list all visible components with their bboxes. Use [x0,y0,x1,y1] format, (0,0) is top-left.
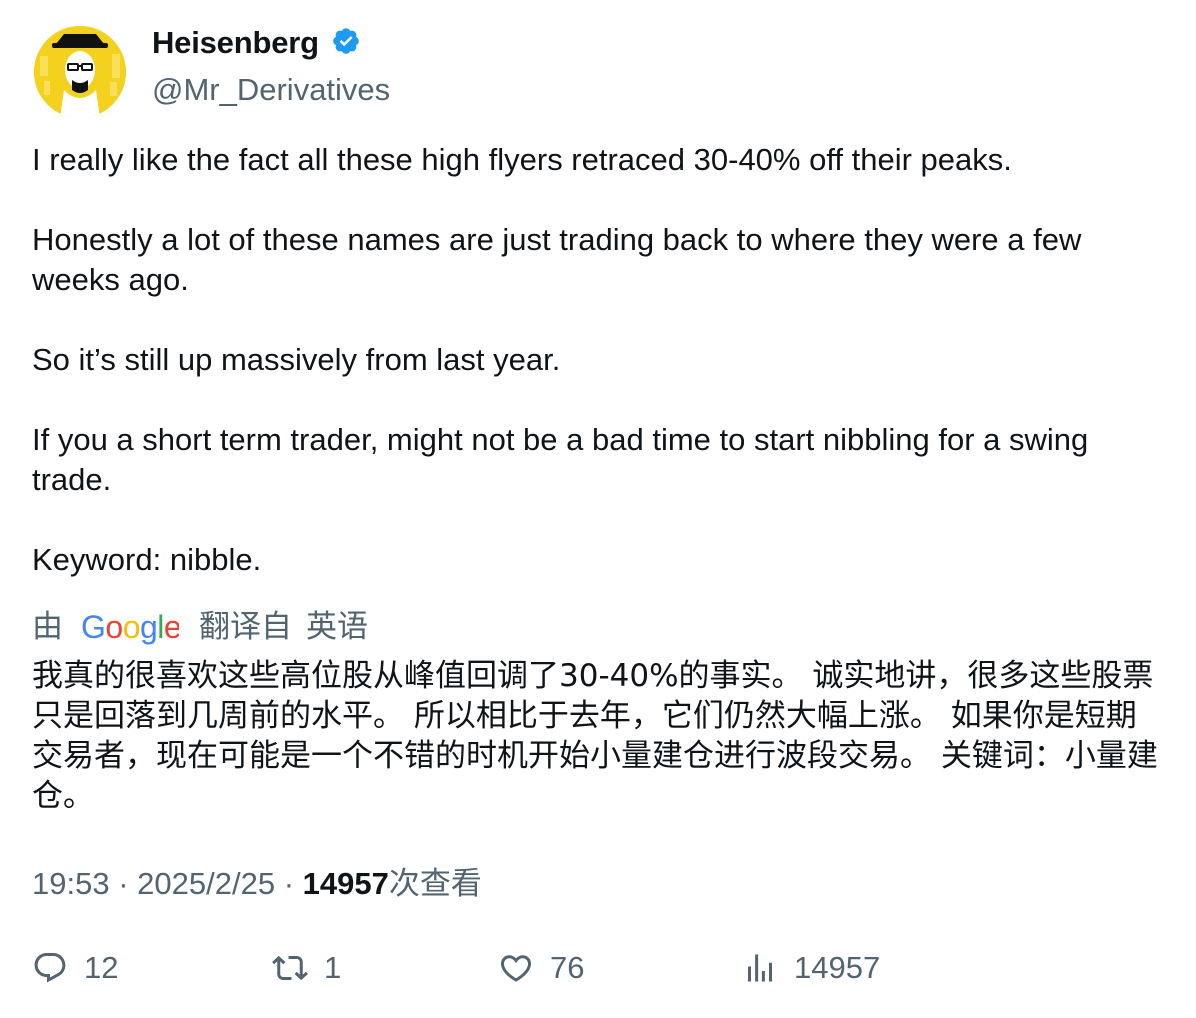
tweet-date[interactable]: 2025/2/25 [137,866,276,901]
views-label: 次查看 [388,866,482,901]
retweet-button[interactable]: 1 [272,950,341,986]
author-block: Heisenberg @Mr_Derivatives [152,26,390,108]
tweet-paragraph: I really like the fact all these high fl… [32,142,1012,177]
heart-icon [500,955,532,982]
tweet-paragraph: Honestly a lot of these names are just t… [32,222,1082,297]
action-bar: 12 1 76 14957 [32,950,1162,996]
meta-separator: · [118,866,129,901]
analytics-bar-icon [748,954,772,982]
translated-by-label: 由 [32,609,63,644]
tweet-time[interactable]: 19:53 [32,866,110,901]
svg-text:Google: Google [81,609,179,645]
tweet-paragraph: Keyword: nibble. [32,542,262,577]
views-count: 14957 [302,866,389,901]
retweet-count: 1 [324,950,342,985]
reply-icon [34,953,66,983]
translated-text: 我真的很喜欢这些高位股从峰值回调了30-40%的事实。 诚实地讲，很多这些股票只… [32,658,1158,814]
display-name[interactable]: Heisenberg [152,25,319,60]
views-action-count: 14957 [794,950,881,985]
retweet-icon [272,955,308,981]
reply-button[interactable]: 12 [32,950,118,986]
like-button[interactable]: 76 [498,950,584,986]
tweet-meta: 19:53 · 2025/2/25 · 14957次查看 [32,864,482,904]
tweet-header: Heisenberg @Mr_Derivatives [32,26,1162,122]
source-language: 英语 [306,609,368,644]
google-logo-icon[interactable]: Google [81,608,179,646]
avatar[interactable] [34,26,126,118]
tweet-paragraph: If you a short term trader, might not be… [32,422,1089,497]
meta-separator: · [283,866,295,901]
reply-count: 12 [84,950,119,985]
translated-from-label: 翻译自 [199,609,292,644]
heisenberg-avatar-icon [34,26,126,118]
like-count: 76 [550,950,585,985]
verified-badge-icon [333,28,360,54]
tweet-paragraph: So it’s still up massively from last yea… [32,342,561,377]
author-handle[interactable]: @Mr_Derivatives [152,72,391,107]
translation-attribution: 由 Google 翻译自 英语 [32,608,368,646]
views-button[interactable]: 14957 [742,950,880,986]
tweet-text: I really like the fact all these high fl… [32,140,1162,580]
